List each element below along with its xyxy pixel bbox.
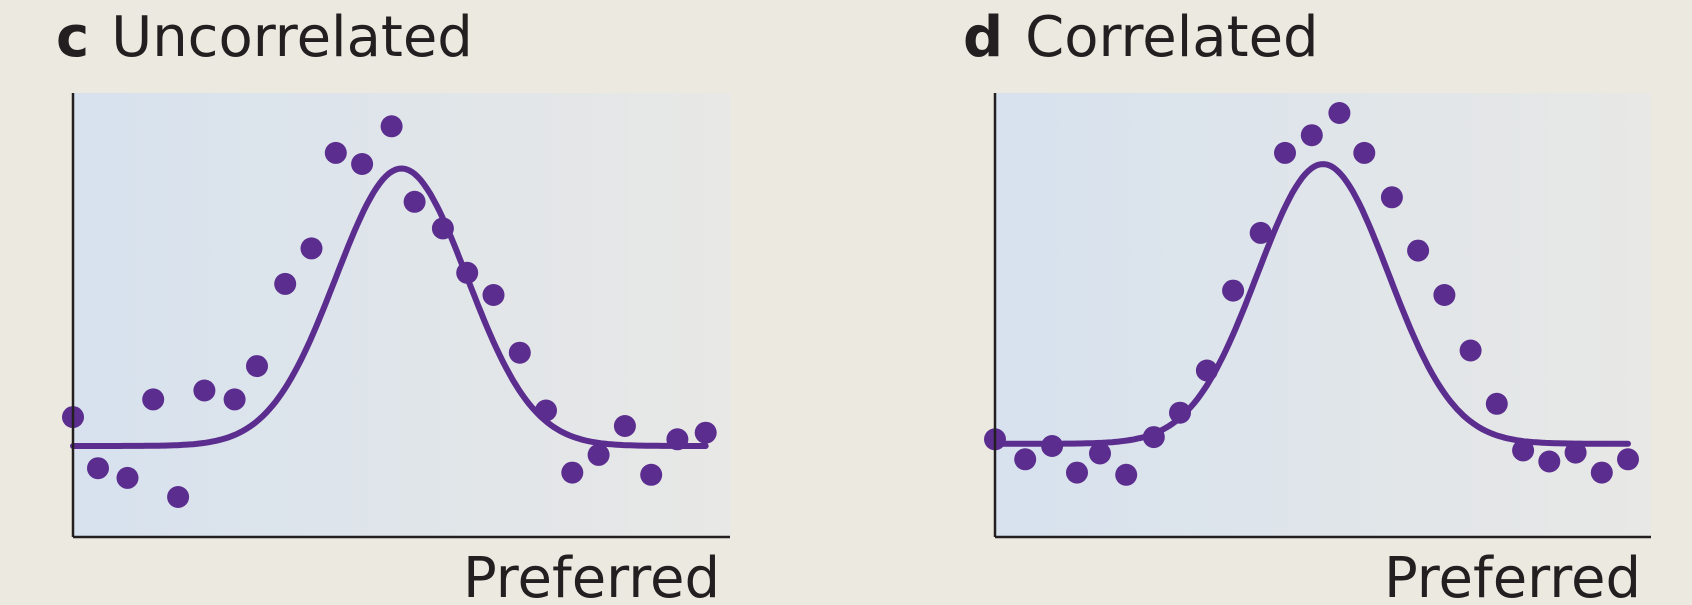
data-point-uncorrelated-5 <box>167 486 190 508</box>
data-point-correlated-25 <box>1617 448 1639 471</box>
data-point-correlated-15 <box>1353 141 1376 164</box>
data-point-uncorrelated-18 <box>508 341 531 364</box>
data-point-uncorrelated-17 <box>482 284 505 306</box>
panel-c-title: Uncorrelated <box>111 5 473 70</box>
data-point-correlated-19 <box>1459 339 1482 362</box>
data-point-uncorrelated-9 <box>274 272 297 295</box>
data-point-correlated-8 <box>1169 401 1191 424</box>
data-point-uncorrelated-6 <box>193 379 216 402</box>
data-point-correlated-18 <box>1433 284 1456 306</box>
data-point-correlated-3 <box>1041 435 1064 457</box>
data-point-correlated-12 <box>1274 141 1296 164</box>
data-point-correlated-20 <box>1485 392 1508 415</box>
panel-d-heading: d Correlated <box>963 10 1319 66</box>
data-point-correlated-7 <box>1142 426 1165 449</box>
data-point-uncorrelated-14 <box>403 190 426 213</box>
data-point-uncorrelated-25 <box>694 421 717 444</box>
panel-c-heading: c Uncorrelated <box>56 10 473 66</box>
data-point-correlated-21 <box>1512 439 1535 462</box>
data-point-correlated-4 <box>1066 461 1088 484</box>
data-point-uncorrelated-22 <box>613 415 636 437</box>
tuning-curve-uncorrelated <box>70 165 709 449</box>
data-point-uncorrelated-11 <box>324 141 347 164</box>
data-point-uncorrelated-20 <box>561 461 584 484</box>
data-point-uncorrelated-16 <box>456 261 479 284</box>
data-point-correlated-10 <box>1222 279 1245 302</box>
data-point-correlated-14 <box>1328 102 1351 124</box>
data-point-correlated-22 <box>1538 450 1561 473</box>
data-point-uncorrelated-3 <box>116 466 139 489</box>
data-point-correlated-16 <box>1380 186 1403 209</box>
data-point-correlated-23 <box>1564 441 1587 464</box>
data-point-uncorrelated-12 <box>351 153 374 175</box>
data-point-correlated-5 <box>1089 442 1111 465</box>
data-point-correlated-6 <box>1115 463 1138 486</box>
data-point-uncorrelated-19 <box>535 399 557 422</box>
data-point-uncorrelated-24 <box>666 428 689 451</box>
data-point-correlated-9 <box>1195 359 1218 382</box>
data-point-uncorrelated-15 <box>431 217 454 240</box>
data-point-correlated-11 <box>1249 221 1272 244</box>
data-point-correlated-13 <box>1300 124 1323 147</box>
plot-area-uncorrelated <box>73 93 730 537</box>
data-point-uncorrelated-2 <box>87 457 109 480</box>
data-point-correlated-17 <box>1407 239 1430 262</box>
data-point-uncorrelated-21 <box>587 443 610 466</box>
data-point-uncorrelated-4 <box>142 388 165 411</box>
data-point-uncorrelated-10 <box>300 237 323 260</box>
panel-c-letter: c <box>56 5 90 70</box>
panel-d-title: Correlated <box>1025 5 1319 70</box>
data-point-uncorrelated-7 <box>223 388 246 411</box>
plot-uncorrelated: Preferred <box>62 93 730 605</box>
data-point-correlated-2 <box>1014 448 1037 471</box>
data-point-correlated-24 <box>1590 461 1613 484</box>
data-point-uncorrelated-23 <box>640 463 663 486</box>
panel-d-letter: d <box>963 5 1004 70</box>
plot-correlated: Preferred <box>984 93 1651 605</box>
data-point-uncorrelated-13 <box>380 115 403 138</box>
data-point-uncorrelated-8 <box>246 355 268 378</box>
x-axis-label-correlated: Preferred <box>1384 546 1641 605</box>
x-axis-label-uncorrelated: Preferred <box>463 546 720 605</box>
